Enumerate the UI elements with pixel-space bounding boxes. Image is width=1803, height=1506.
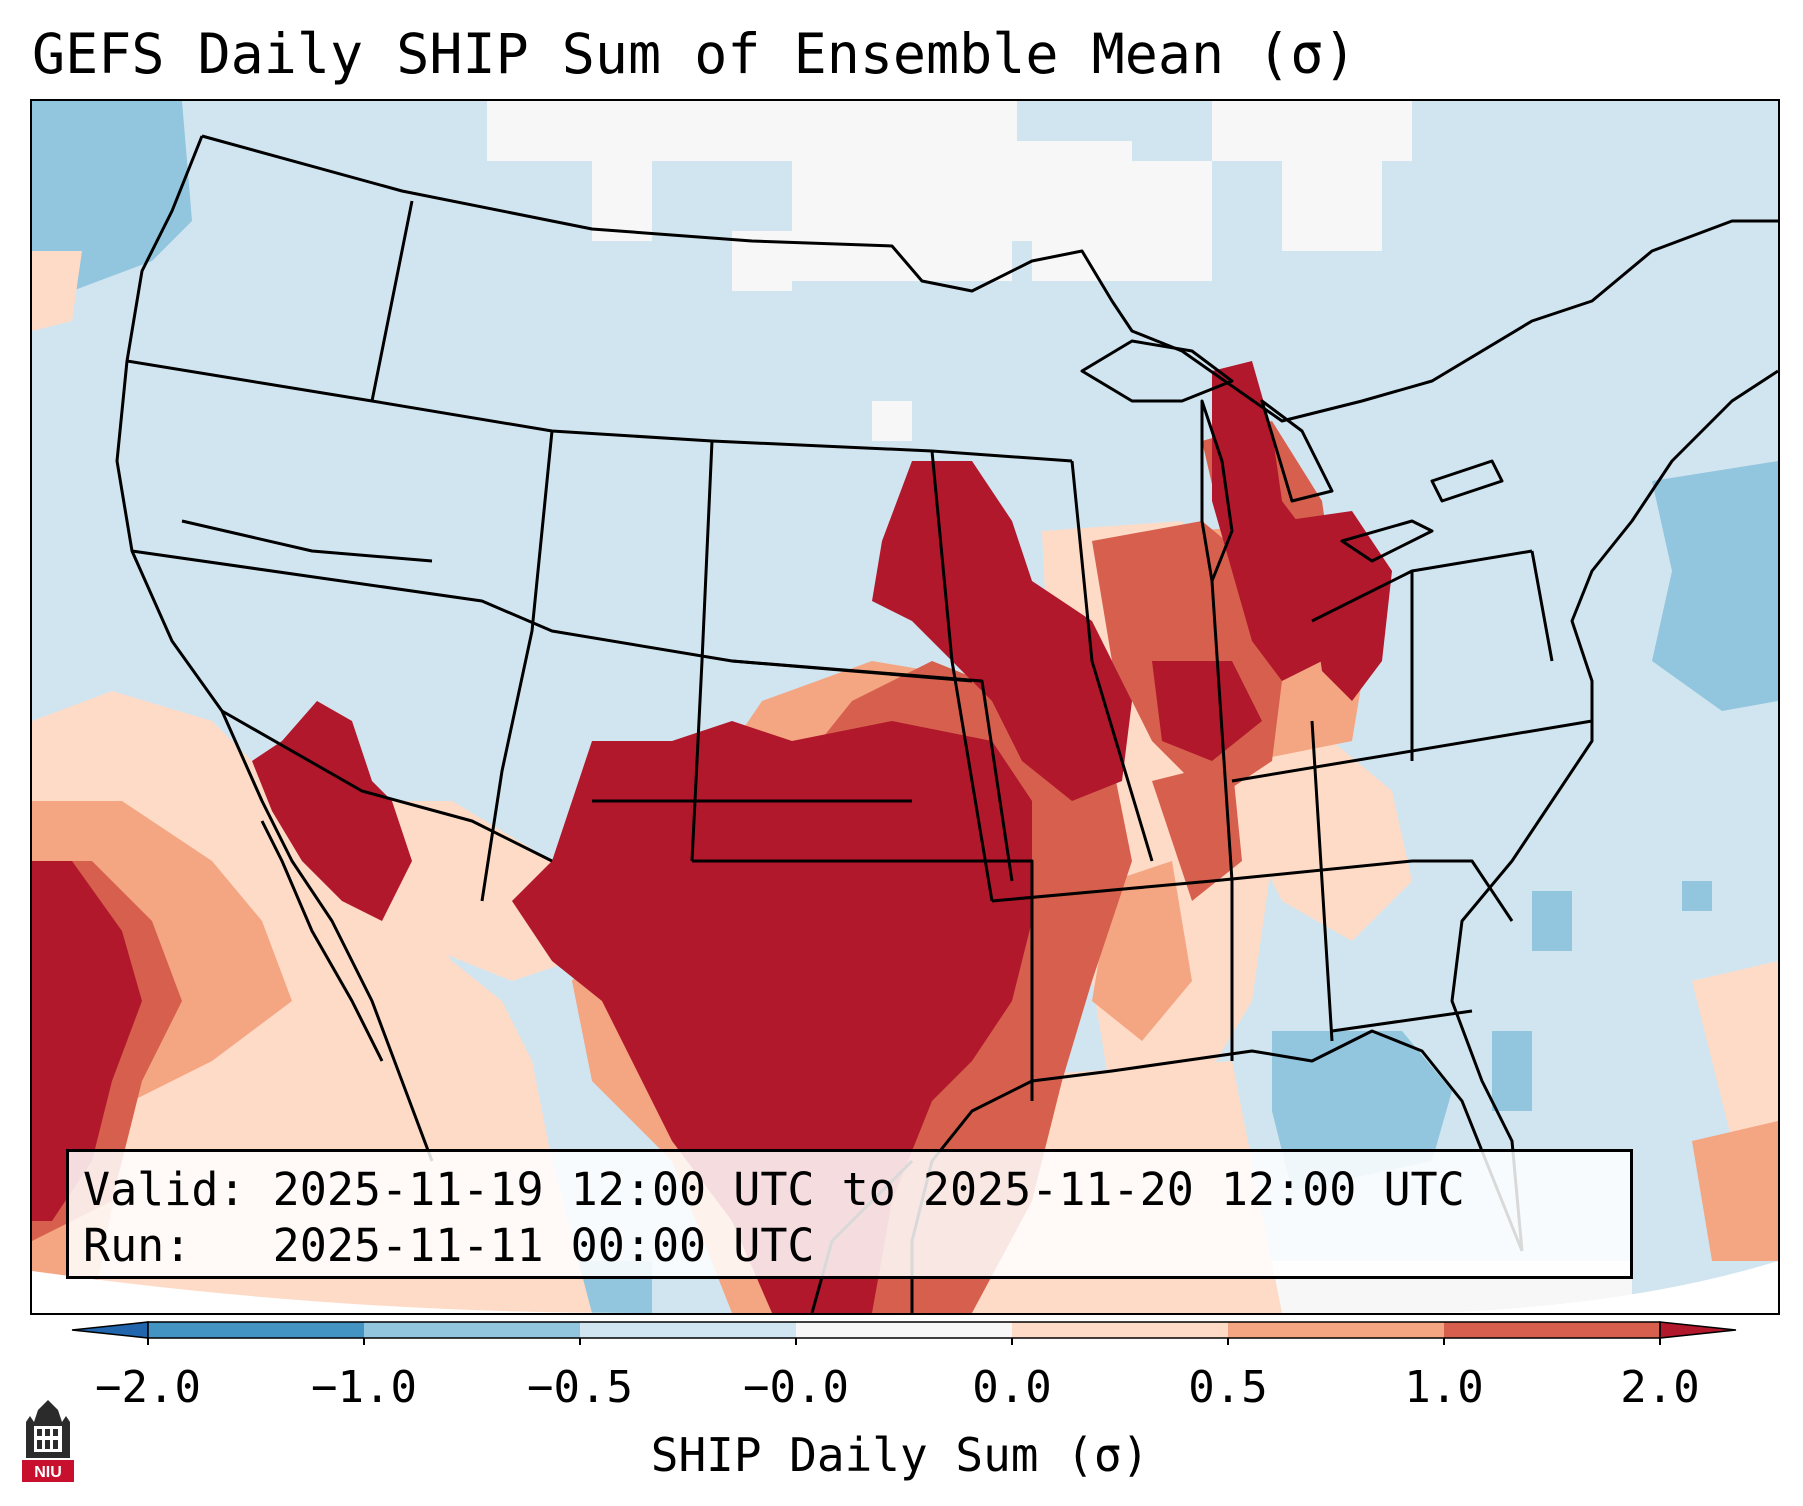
colorbar-bins [71,1321,1737,1339]
colorbar-extend-high [1659,1321,1737,1339]
logo-badge [22,1460,74,1482]
university-tower-icon [26,1400,70,1458]
colorbar-bin [1444,1322,1660,1338]
boundary-lines [115,134,1778,1313]
colorbar-outline [147,1321,1661,1339]
colorbar-bin [148,1322,364,1338]
colorbar-tick-label: 0.0 [972,1362,1052,1413]
run-label: Run: [83,1219,192,1272]
colorbar-title: SHIP Daily Sum (σ) [650,1428,1150,1482]
logo-text: NIU [34,1464,62,1481]
colorbar-bin [580,1322,796,1338]
colorbar-bin [1228,1322,1444,1338]
colorbar-extend-low [71,1321,149,1339]
colorbar-bin [796,1322,1012,1338]
colorbar-tick-label: −1.0 [311,1362,417,1413]
colorbar-tick-label: −0.0 [743,1362,849,1413]
map-title: GEFS Daily SHIP Sum of Ensemble Mean (σ) [32,22,1357,86]
colorbar-tick-label: 0.5 [1188,1362,1268,1413]
projection-edge-left [32,1271,632,1313]
run-value: 2025-11-11 00:00 UTC [272,1219,815,1272]
colorbar-ticks [147,1338,1661,1345]
valid-label: Valid: [83,1163,246,1216]
niu-logo: NIU [22,1400,74,1482]
colorbar-tick-label: 1.0 [1404,1362,1484,1413]
colorbar-tick-label: 2.0 [1620,1362,1700,1413]
colorbar-tick-label: −0.5 [527,1362,633,1413]
neutral-patches [487,101,1632,1313]
projection-edge-right [1432,1261,1778,1313]
map-graphic [32,101,1778,1313]
colorbar-bin [364,1322,580,1338]
colorbar-tick-label: −2.0 [95,1362,201,1413]
colorbar-bin [1012,1322,1228,1338]
map-panel [30,99,1780,1315]
valid-run-info-box: Valid: 2025-11-19 12:00 UTC to 2025-11-2… [66,1149,1633,1279]
valid-value: 2025-11-19 12:00 UTC to 2025-11-20 12:00… [272,1163,1465,1216]
